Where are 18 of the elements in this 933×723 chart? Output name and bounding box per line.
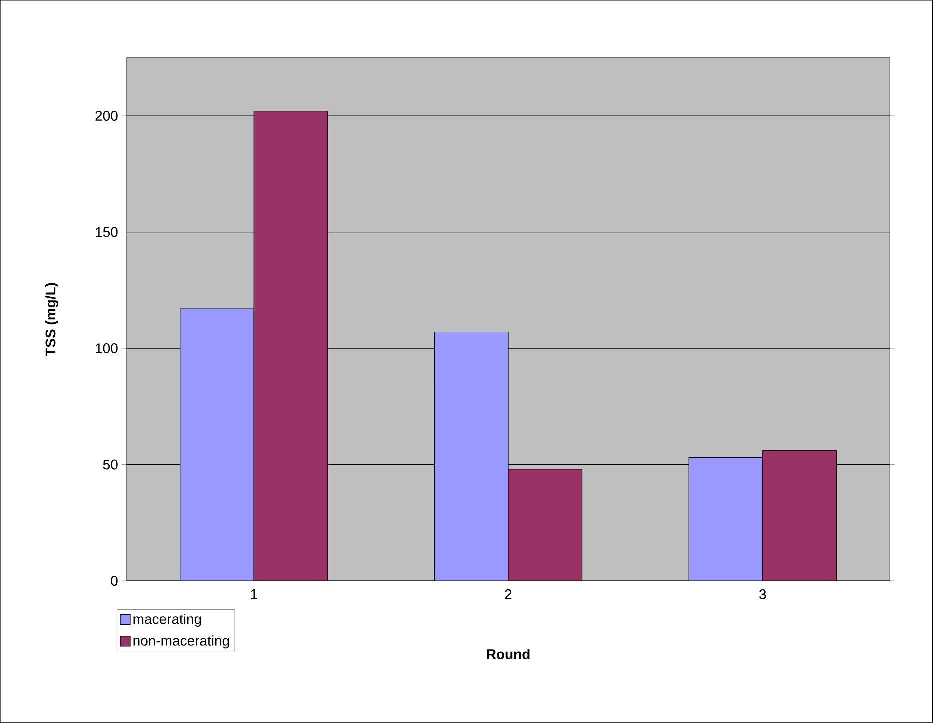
y-tick-label: 0 xyxy=(111,576,118,586)
x-tick-label: 3 xyxy=(760,590,766,600)
y-tick-label: 50 xyxy=(103,460,118,470)
bar xyxy=(762,450,837,582)
y-tick-label: 150 xyxy=(96,227,118,238)
legend-label: macerating xyxy=(134,614,202,628)
y-tick-label: 200 xyxy=(96,111,118,122)
bar xyxy=(688,458,764,582)
x-axis-title: Round xyxy=(487,649,530,660)
legend-label: non-macerating xyxy=(134,636,230,649)
y-axis-title: TSS (mg/L) xyxy=(45,283,59,356)
bar xyxy=(254,111,328,582)
x-tick-label: 2 xyxy=(505,590,512,600)
bar xyxy=(434,332,509,582)
bar xyxy=(508,469,583,582)
y-tick-label: 100 xyxy=(96,344,118,354)
x-tick-label: 1 xyxy=(251,590,258,600)
bar xyxy=(180,308,254,582)
